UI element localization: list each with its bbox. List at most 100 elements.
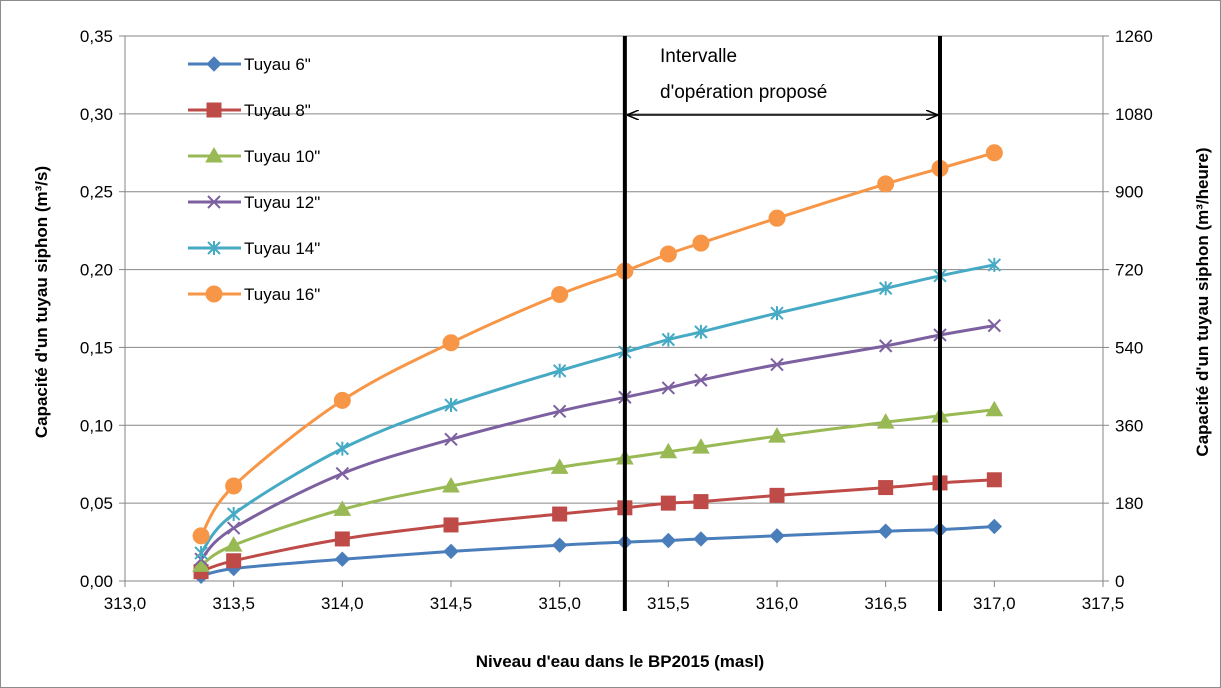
data-point: [693, 531, 709, 547]
y2-tick-label: 900: [1115, 183, 1143, 202]
x-axis-title: Niveau d'eau dans le BP2015 (masl): [476, 652, 764, 671]
data-point: [444, 432, 458, 447]
legend-item: Tuyau 10": [188, 146, 320, 166]
y2-tick-label: 360: [1115, 416, 1143, 435]
data-point: [226, 553, 242, 569]
legend-item: Tuyau 8": [188, 101, 311, 120]
legend-label: Tuyau 6": [244, 55, 311, 74]
data-point: [660, 532, 677, 549]
operating-interval-lines: [622, 36, 942, 611]
x-tick-label: 313,5: [212, 594, 255, 613]
data-point: [877, 523, 894, 539]
series-4: [194, 318, 1002, 566]
y2-tick-label: 1260: [1115, 27, 1153, 46]
y-tick-label: 0,20: [80, 261, 113, 280]
series-3: [192, 400, 1004, 572]
data-point: [878, 339, 893, 353]
legend: Tuyau 6" Tuyau 8" Tuyau 10" Tuyau 12" Tuyau …: [188, 55, 320, 304]
x-tick-label: 315,0: [538, 594, 581, 613]
y2-axis-title: Capacité d'un tuyau siphon (m³/heure): [1193, 147, 1212, 456]
data-point: [985, 144, 1003, 162]
data-point: [985, 400, 1004, 417]
series-line: [200, 525, 995, 578]
data-point: [659, 245, 677, 263]
data-point: [694, 373, 708, 387]
data-point: [194, 545, 208, 560]
series-line: [200, 478, 995, 574]
data-point: [334, 551, 351, 567]
y2-tick-label: 1080: [1115, 105, 1153, 124]
data-point: [768, 209, 786, 227]
data-point: [333, 391, 351, 409]
data-point: [333, 500, 352, 516]
operating-interval-annotation: Intervalle d'opération proposé: [628, 46, 937, 115]
x-tick-label: 316,0: [756, 594, 799, 613]
annotation-line-2: d'opération proposé: [660, 82, 827, 103]
x-tick-label: 315,5: [647, 594, 690, 613]
data-point: [694, 324, 708, 339]
legend-label: Tuyau 14": [244, 239, 320, 258]
y-tick-label: 0,05: [80, 494, 113, 513]
data-point: [987, 318, 1002, 333]
data-point: [551, 537, 568, 553]
series-2: [193, 472, 1002, 580]
data-point: [769, 528, 785, 544]
y2-tick-label: 720: [1115, 261, 1143, 280]
data-point: [444, 398, 458, 413]
data-point: [661, 381, 676, 395]
data-point: [226, 507, 241, 522]
data-point: [225, 477, 243, 495]
y2-tick-label: 0: [1115, 572, 1124, 591]
axes: 0,00 0,05 0,10 0,15 0,20 0,25 0,30 0,35 0 180 360 5…: [80, 27, 1153, 613]
data-point: [551, 285, 569, 303]
x-tick-label: 314,0: [321, 594, 364, 613]
legend-item: Tuyau 12": [188, 193, 320, 212]
y-tick-label: 0,10: [80, 416, 113, 435]
x-tick-label: 313,0: [104, 594, 147, 613]
legend-label: Tuyau 12": [244, 193, 320, 212]
data-point: [442, 334, 460, 352]
data-point: [692, 234, 710, 252]
data-point: [552, 363, 567, 378]
y2-tick-label: 180: [1115, 494, 1143, 513]
legend-label: Tuyau 16": [244, 285, 320, 304]
data-point: [335, 441, 350, 456]
legend-marker: [206, 56, 222, 72]
x-tick-label: 317,5: [1082, 594, 1125, 613]
data-point: [442, 477, 460, 493]
data-point: [224, 536, 243, 552]
data-point: [770, 306, 784, 321]
y-tick-label: 0,15: [80, 338, 113, 357]
data-point: [878, 480, 894, 496]
y-tick-label: 0,25: [80, 183, 113, 202]
legend-label: Tuyau 10": [244, 147, 320, 166]
data-point: [335, 466, 350, 481]
data-point: [659, 442, 678, 459]
data-point: [770, 357, 784, 372]
y2-tick-label: 540: [1115, 338, 1143, 357]
data-point: [877, 175, 895, 193]
data-point: [693, 494, 709, 510]
x-tick-label: 316,5: [864, 594, 907, 613]
legend-marker: [206, 102, 222, 118]
data-point: [443, 543, 459, 560]
legend-item: Tuyau 6": [188, 55, 311, 74]
legend-marker: [207, 241, 221, 255]
series-1: [193, 518, 1003, 585]
data-point: [192, 527, 210, 545]
y-tick-label: 0,35: [80, 27, 113, 46]
legend-item: Tuyau 14": [188, 239, 320, 258]
data-point: [768, 427, 786, 443]
legend-item: Tuyau 16": [188, 285, 320, 304]
data-point: [550, 458, 569, 474]
legend-label: Tuyau 8": [244, 101, 311, 120]
legend-marker: [205, 146, 223, 163]
legend-marker: [205, 285, 223, 303]
data-point: [876, 413, 895, 429]
y-tick-label: 0,00: [80, 572, 113, 591]
data-point: [660, 495, 676, 511]
data-point: [226, 521, 241, 535]
x-tick-label: 317,0: [973, 594, 1016, 613]
data-point: [552, 506, 568, 522]
